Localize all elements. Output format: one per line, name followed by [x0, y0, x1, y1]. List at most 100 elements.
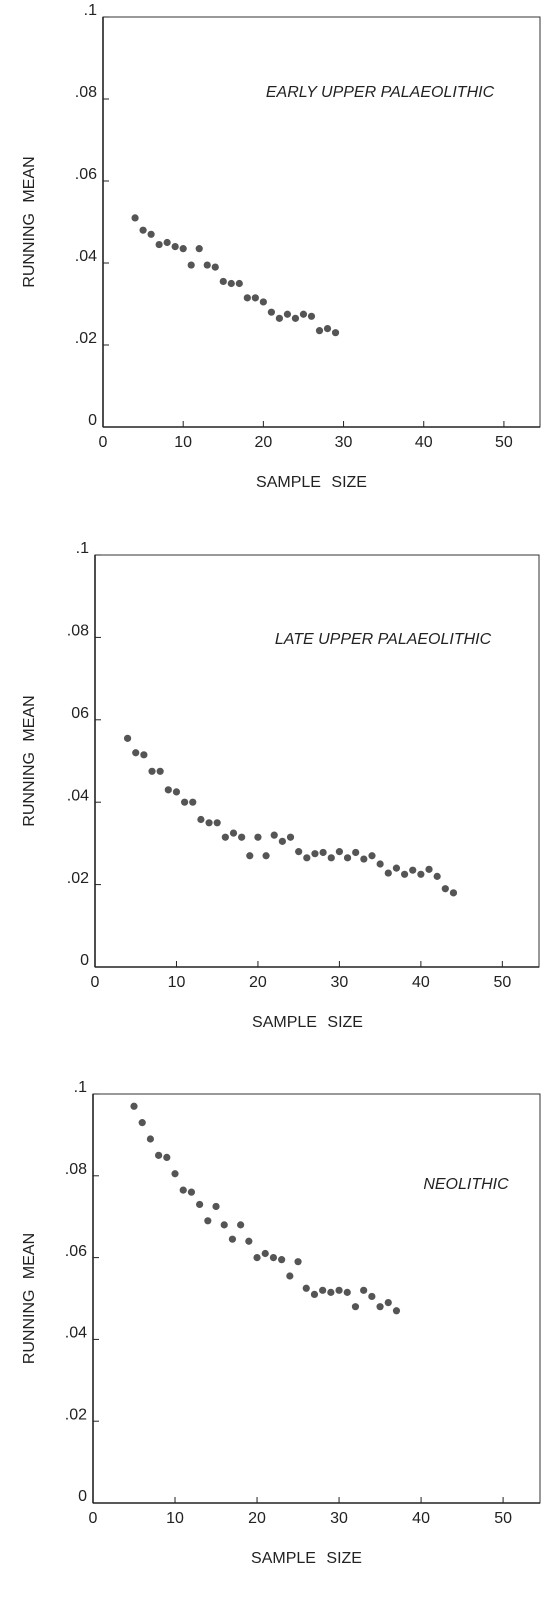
point — [246, 852, 254, 860]
point — [235, 279, 243, 288]
x-tick-label: 10 — [174, 434, 192, 451]
point — [251, 294, 259, 302]
y-tick-label: 0 — [80, 952, 89, 969]
x-tick-label: 50 — [493, 974, 511, 991]
point — [286, 833, 295, 841]
point — [335, 1286, 343, 1294]
x-axis-label: SAMPLE SIZE — [251, 1550, 362, 1567]
point — [343, 1288, 351, 1296]
y-tick-label: 0 — [88, 412, 97, 429]
point — [148, 767, 156, 775]
point — [417, 870, 425, 878]
point — [187, 1188, 196, 1196]
point — [259, 298, 267, 306]
x-tick-label: 20 — [249, 974, 267, 991]
y-tick-label: .02 — [75, 330, 97, 347]
annotation: EARLY UPPER PALAEOLITHIC — [266, 84, 495, 101]
point — [179, 245, 187, 253]
point — [360, 855, 368, 863]
point — [155, 240, 163, 249]
point — [123, 734, 132, 742]
point — [384, 869, 392, 877]
x-tick-label: 40 — [412, 1510, 430, 1527]
point — [400, 870, 409, 878]
y-tick-label: .1 — [84, 2, 97, 19]
point — [163, 1153, 171, 1161]
point — [327, 854, 335, 862]
point — [238, 833, 246, 841]
point — [139, 226, 147, 234]
x-tick-label: 40 — [415, 434, 433, 451]
point — [220, 1221, 228, 1229]
point — [172, 788, 181, 796]
point — [131, 214, 139, 222]
point — [138, 1119, 146, 1127]
point — [327, 1288, 335, 1296]
point — [425, 865, 433, 873]
annotation: LATE UPPER PALAEOLITHIC — [275, 631, 492, 648]
y-tick-label: 06 — [71, 705, 89, 722]
point — [307, 312, 316, 320]
y-tick-label: .06 — [75, 166, 97, 183]
y-axis-label: RUNNING MEAN — [21, 1233, 38, 1364]
point — [270, 831, 278, 839]
point — [283, 310, 292, 318]
point — [156, 767, 164, 775]
point — [171, 1170, 179, 1178]
point — [164, 786, 172, 794]
x-tick-label: 50 — [495, 434, 513, 451]
point — [171, 243, 179, 251]
point — [323, 325, 332, 333]
point — [213, 819, 221, 827]
point — [286, 1272, 294, 1280]
y-axis-label: RUNNING MEAN — [21, 156, 38, 287]
point — [294, 1258, 302, 1266]
x-tick-label: 50 — [494, 1510, 512, 1527]
annotation: NEOLITHIC — [423, 1176, 509, 1193]
point — [335, 848, 344, 856]
x-tick-label: 30 — [331, 974, 349, 991]
point — [267, 308, 275, 316]
point — [155, 1151, 163, 1159]
point — [212, 1202, 220, 1211]
point — [181, 798, 189, 806]
point — [221, 833, 229, 841]
point — [229, 829, 238, 837]
point — [299, 310, 308, 318]
point — [360, 1286, 368, 1294]
point — [441, 885, 449, 893]
point — [368, 852, 376, 860]
point — [189, 798, 197, 806]
y-axis-label: RUNNING MEAN — [21, 695, 38, 826]
point — [409, 866, 417, 874]
point — [352, 848, 360, 857]
point — [315, 327, 324, 335]
y-tick-label: .02 — [67, 870, 89, 887]
point — [179, 1186, 187, 1194]
x-tick-label: 0 — [99, 434, 108, 451]
point — [278, 1256, 286, 1264]
point — [228, 1235, 237, 1243]
point — [187, 261, 195, 269]
point — [384, 1298, 392, 1307]
x-axis-label: SAMPLE SIZE — [252, 1014, 363, 1031]
point — [211, 263, 219, 271]
y-tick-label: .02 — [65, 1406, 87, 1423]
point — [262, 852, 270, 860]
point — [203, 261, 211, 269]
point — [392, 864, 401, 872]
y-tick-label: .08 — [75, 84, 97, 101]
y-tick-label: .1 — [76, 540, 89, 557]
point — [449, 889, 458, 897]
point — [197, 815, 205, 824]
y-tick-label: .06 — [65, 1243, 87, 1260]
point — [253, 1254, 261, 1262]
x-tick-label: 10 — [168, 974, 186, 991]
point — [331, 329, 340, 337]
point — [302, 1284, 310, 1292]
point — [219, 277, 227, 286]
point — [351, 1303, 360, 1311]
point — [261, 1249, 269, 1258]
